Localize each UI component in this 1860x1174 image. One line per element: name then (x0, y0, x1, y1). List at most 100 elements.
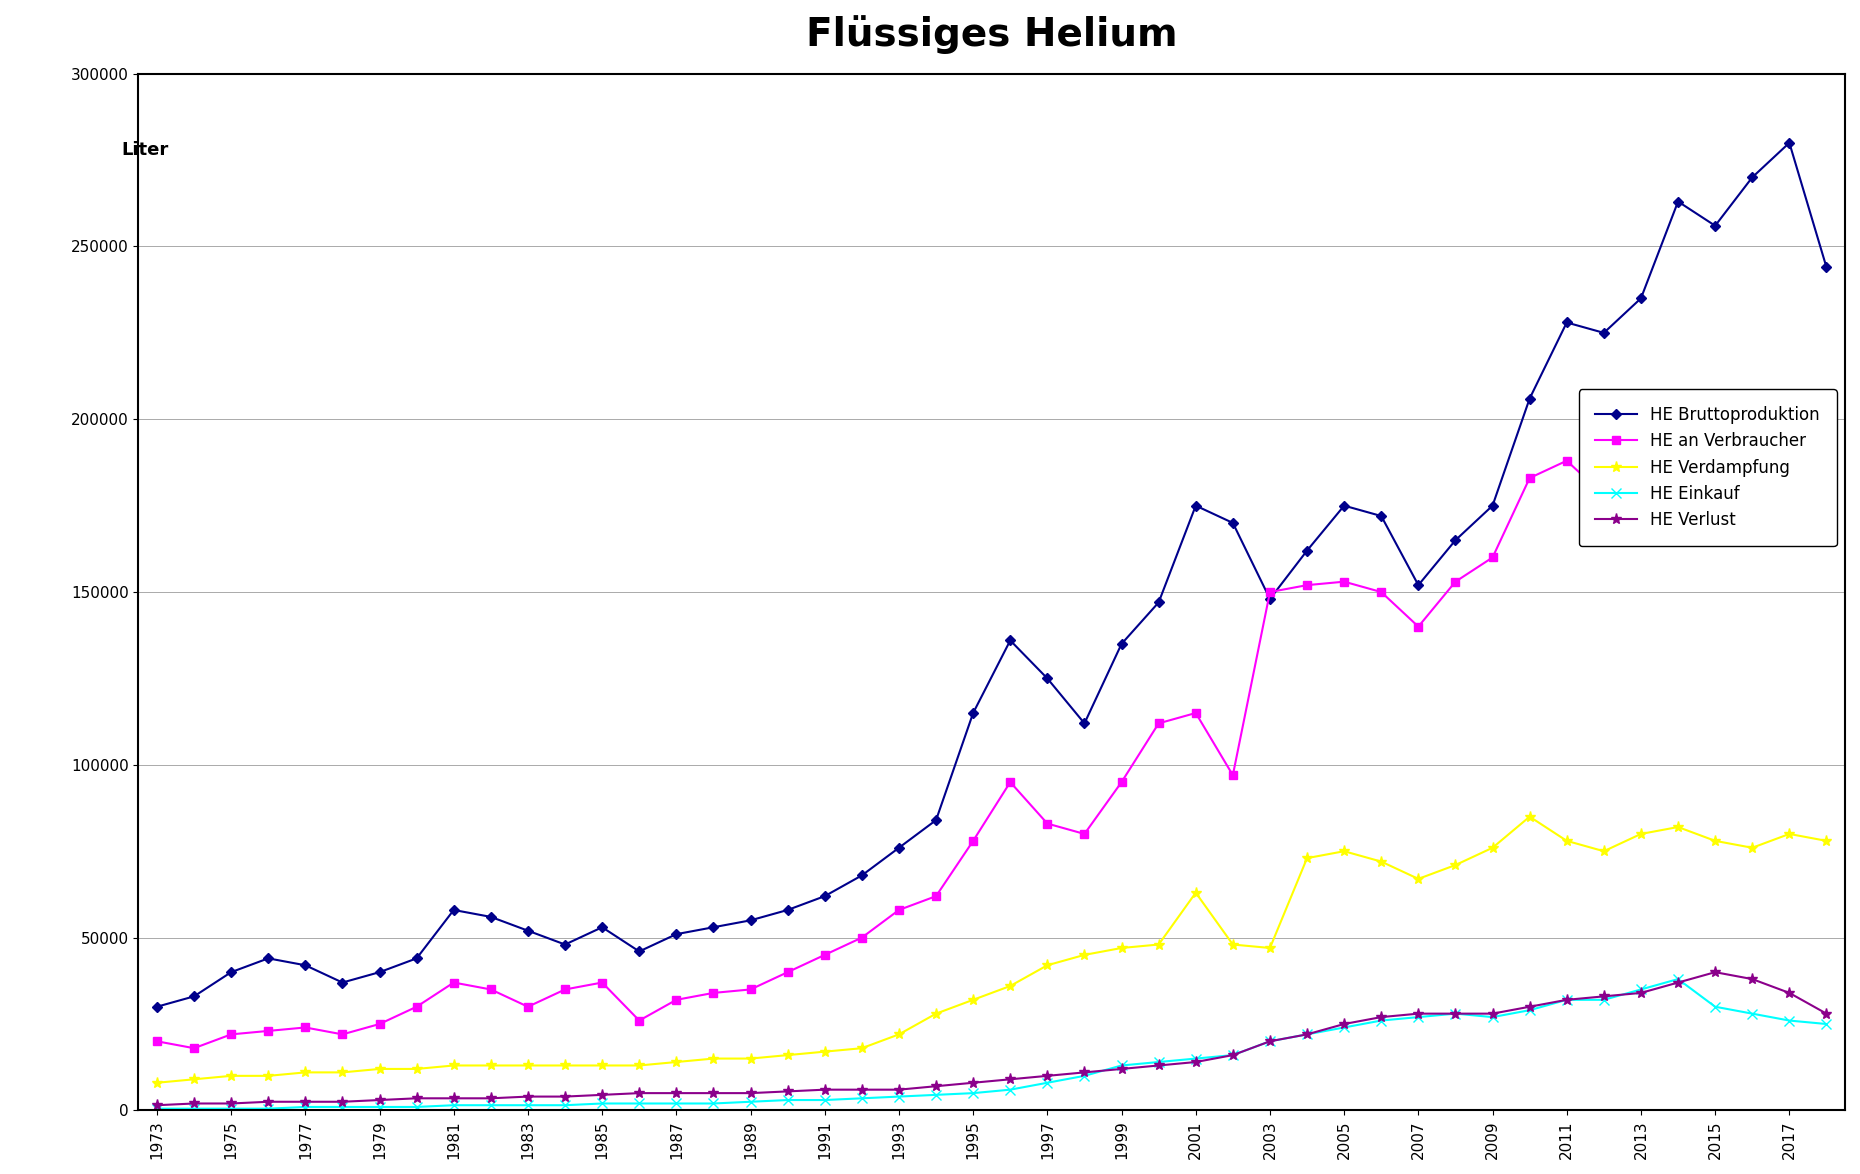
HE Verlust (1073, 1065, 1096, 1079)
HE Verlust (591, 1088, 614, 1102)
HE Verlust (962, 1075, 984, 1089)
HE Verdampfung (924, 1006, 947, 1020)
HE an Verbraucher (850, 931, 872, 945)
HE Verlust (850, 1082, 872, 1097)
HE Einkauf (1741, 1006, 1763, 1020)
HE an Verbraucher (1259, 585, 1282, 599)
HE Bruttoproduktion (1073, 716, 1096, 730)
HE Einkauf (1259, 1034, 1282, 1048)
HE Bruttoproduktion (1110, 636, 1133, 650)
HE Einkauf (1481, 1010, 1503, 1024)
HE Einkauf (666, 1097, 688, 1111)
HE Verdampfung (629, 1059, 651, 1073)
HE Verlust (480, 1092, 502, 1106)
HE Bruttoproduktion (145, 1000, 167, 1014)
HE Bruttoproduktion (1443, 533, 1466, 547)
HE Einkauf (517, 1098, 539, 1112)
HE Verdampfung (1555, 834, 1577, 848)
Line: HE Verlust: HE Verlust (151, 966, 1832, 1111)
HE Verlust (629, 1086, 651, 1100)
HE an Verbraucher (1815, 481, 1838, 495)
HE Verlust (517, 1089, 539, 1104)
HE Verlust (703, 1086, 725, 1100)
HE Verlust (1259, 1034, 1282, 1048)
HE Bruttoproduktion (1555, 316, 1577, 330)
HE Bruttoproduktion (517, 924, 539, 938)
HE Verdampfung (813, 1045, 835, 1059)
HE Bruttoproduktion (703, 920, 725, 935)
HE Bruttoproduktion (1222, 515, 1244, 529)
HE Einkauf (850, 1092, 872, 1106)
HE Einkauf (1408, 1010, 1430, 1024)
HE Bruttoproduktion (1518, 391, 1540, 405)
HE an Verbraucher (591, 976, 614, 990)
HE Verlust (1555, 993, 1577, 1007)
HE Verlust (1296, 1027, 1319, 1041)
HE Bruttoproduktion (1334, 499, 1356, 513)
HE Bruttoproduktion (813, 889, 835, 903)
HE Einkauf (443, 1098, 465, 1112)
HE Verdampfung (1371, 855, 1393, 869)
HE an Verbraucher (443, 976, 465, 990)
HE Einkauf (257, 1101, 279, 1115)
HE an Verbraucher (1481, 551, 1503, 565)
HE Verdampfung (219, 1068, 242, 1082)
HE Bruttoproduktion (182, 990, 205, 1004)
HE Bruttoproduktion (405, 951, 428, 965)
HE Verlust (1629, 986, 1652, 1000)
HE an Verbraucher (182, 1041, 205, 1055)
HE Verdampfung (182, 1072, 205, 1086)
HE Bruttoproduktion (443, 903, 465, 917)
HE Verdampfung (1592, 844, 1614, 858)
HE Verlust (1518, 1000, 1540, 1014)
HE Verdampfung (887, 1027, 910, 1041)
HE Bruttoproduktion (1778, 136, 1800, 150)
HE Bruttoproduktion (850, 869, 872, 883)
HE Bruttoproduktion (1629, 291, 1652, 305)
HE Einkauf (182, 1101, 205, 1115)
HE an Verbraucher (405, 1000, 428, 1014)
HE Verlust (1778, 986, 1800, 1000)
HE Einkauf (1629, 983, 1652, 997)
HE Verlust (813, 1082, 835, 1097)
HE Einkauf (924, 1088, 947, 1102)
HE an Verbraucher (331, 1027, 353, 1041)
HE an Verbraucher (1629, 471, 1652, 485)
HE an Verbraucher (1704, 412, 1726, 426)
HE an Verbraucher (1073, 826, 1096, 841)
HE Verdampfung (257, 1068, 279, 1082)
HE Verlust (999, 1072, 1021, 1086)
HE an Verbraucher (1296, 578, 1319, 592)
HE Bruttoproduktion (1592, 326, 1614, 340)
Text: Liter: Liter (121, 141, 167, 158)
HE Verdampfung (740, 1052, 763, 1066)
HE Bruttoproduktion (924, 814, 947, 828)
HE Einkauf (1296, 1027, 1319, 1041)
HE an Verbraucher (740, 983, 763, 997)
HE an Verbraucher (1222, 768, 1244, 782)
HE Verdampfung (776, 1048, 798, 1062)
HE Einkauf (740, 1094, 763, 1108)
HE an Verbraucher (1408, 620, 1430, 634)
HE an Verbraucher (1185, 706, 1207, 720)
HE Verlust (368, 1093, 391, 1107)
HE Einkauf (776, 1093, 798, 1107)
HE an Verbraucher (1667, 447, 1689, 461)
HE Verlust (776, 1085, 798, 1099)
HE Bruttoproduktion (1741, 170, 1763, 184)
Line: HE an Verbraucher: HE an Verbraucher (153, 416, 1830, 1052)
HE Verdampfung (368, 1062, 391, 1077)
HE Verlust (666, 1086, 688, 1100)
HE an Verbraucher (1778, 423, 1800, 437)
HE Verdampfung (962, 993, 984, 1007)
HE Verlust (331, 1094, 353, 1108)
HE Verdampfung (1222, 938, 1244, 952)
HE Verdampfung (1073, 947, 1096, 962)
HE an Verbraucher (554, 983, 577, 997)
HE Verdampfung (331, 1065, 353, 1079)
HE Verdampfung (1296, 851, 1319, 865)
HE Einkauf (1592, 993, 1614, 1007)
HE an Verbraucher (703, 986, 725, 1000)
HE an Verbraucher (1036, 817, 1058, 831)
HE Einkauf (1334, 1020, 1356, 1034)
